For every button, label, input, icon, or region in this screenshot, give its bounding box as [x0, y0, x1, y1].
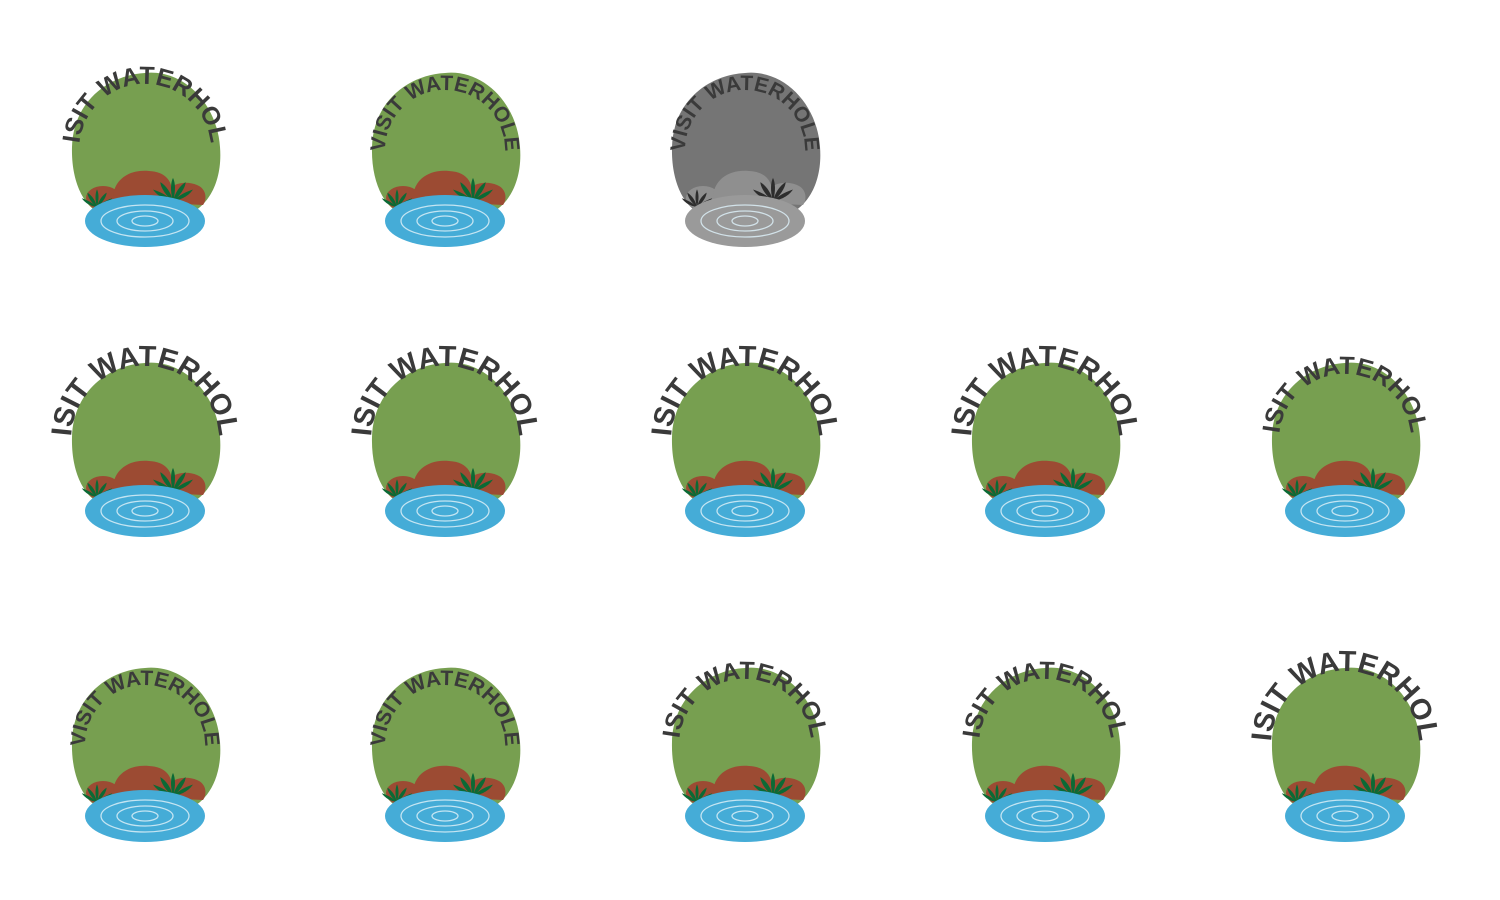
badge-background	[71, 667, 221, 810]
badge-row1-col1: VISIT WATERHOLE	[37, 33, 233, 247]
water-pond	[685, 195, 805, 247]
badge-background	[1271, 362, 1421, 505]
water-pond	[385, 790, 505, 842]
badge-background	[671, 667, 821, 810]
badge-background	[971, 667, 1121, 810]
badge-background	[1271, 667, 1421, 810]
plant-right	[453, 177, 493, 201]
badge-row3-col3: VISIT WATERHOLE	[637, 628, 833, 842]
badge-row2-col2: VISIT WATERHOLE	[335, 320, 544, 537]
badge-row2-col3: VISIT WATERHOLE	[635, 320, 844, 537]
plant-right	[1053, 772, 1093, 796]
badge-background	[971, 362, 1121, 505]
water-pond	[385, 485, 505, 537]
plant-right	[153, 177, 193, 201]
water-pond	[85, 790, 205, 842]
badge-row3-col1: VISIT WATERHOLE	[67, 667, 223, 842]
badge-background	[371, 667, 521, 810]
water-pond	[85, 195, 205, 247]
badge-row2-col1: VISIT WATERHOLE	[35, 320, 244, 537]
water-pond	[385, 195, 505, 247]
badge-background	[371, 72, 521, 215]
badge-background	[671, 72, 821, 215]
badge-row1-col3: VISIT WATERHOLE	[667, 72, 823, 247]
water-pond	[685, 485, 805, 537]
water-pond	[985, 790, 1105, 842]
water-pond	[985, 485, 1105, 537]
plant-right	[1353, 467, 1393, 491]
badge-background	[671, 362, 821, 505]
water-pond	[1285, 485, 1405, 537]
badge-background	[71, 362, 221, 505]
badge-background	[371, 362, 521, 505]
water-pond	[1285, 790, 1405, 842]
water-pond	[85, 485, 205, 537]
badge-row1-col2: VISIT WATERHOLE	[367, 72, 523, 247]
badge-row2-col5: VISIT WATERHOLE	[1237, 323, 1433, 537]
badge-row3-col2: VISIT WATERHOLE	[367, 667, 523, 842]
badge-row2-col4: VISIT WATERHOLE	[935, 320, 1144, 537]
badge-background	[71, 72, 221, 215]
badge-row3-col4: VISIT WATERHOLE	[937, 628, 1133, 842]
plant-right	[1353, 772, 1393, 796]
badge-row3-col5: VISIT WATERHOLE	[1235, 625, 1444, 842]
water-pond	[685, 790, 805, 842]
